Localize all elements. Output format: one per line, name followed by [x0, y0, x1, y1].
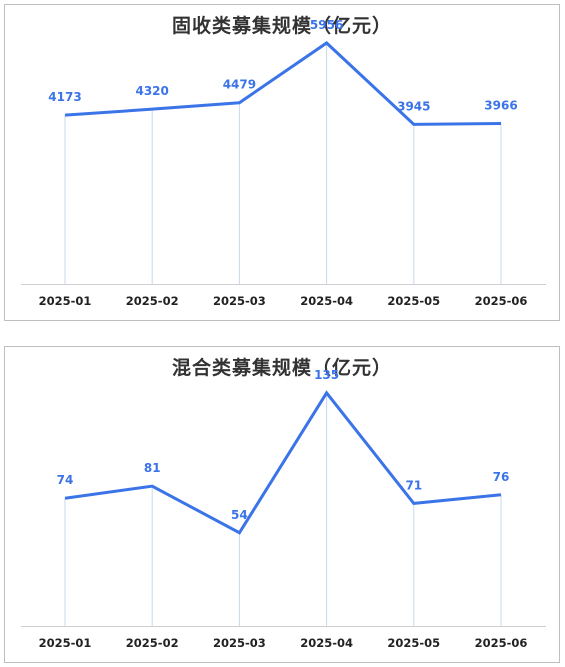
x-tick-label: 2025-01 — [39, 294, 92, 308]
x-tick-label: 2025-02 — [126, 294, 179, 308]
chart-mixed: 混合类募集规模（亿元） 74 81 54 135 71 76 2025-01 2025-02 20… — [21, 356, 546, 650]
x-tick-label: 2025-01 — [39, 636, 92, 650]
chart-title: 固收类募集规模（亿元） — [172, 14, 392, 37]
chart-panel-mixed: 混合类募集规模（亿元） 74 81 54 135 71 76 2025-01 2025-02 20… — [4, 346, 560, 663]
data-label: 74 — [57, 473, 74, 487]
x-tick-label: 2025-06 — [475, 294, 528, 308]
x-tick-label: 2025-06 — [475, 636, 528, 650]
data-label: 4320 — [135, 84, 168, 98]
chart-title: 混合类募集规模（亿元） — [172, 356, 392, 379]
data-label: 54 — [231, 508, 248, 522]
data-label: 4479 — [223, 78, 256, 92]
x-tick-label: 2025-04 — [300, 636, 353, 650]
data-label: 3945 — [397, 99, 430, 113]
chart-fixed-income: 固收类募集规模（亿元） 4173 4320 4479 5956 3945 3966 2025-… — [21, 14, 546, 308]
data-label: 3966 — [484, 99, 517, 113]
x-tick-label: 2025-04 — [300, 294, 353, 308]
data-label: 71 — [405, 478, 422, 492]
x-tick-label: 2025-03 — [213, 294, 266, 308]
x-tick-label: 2025-03 — [213, 636, 266, 650]
data-label: 5956 — [310, 18, 343, 32]
series-line — [64, 41, 502, 126]
x-tick-label: 2025-05 — [387, 294, 440, 308]
x-tick-label: 2025-02 — [126, 636, 179, 650]
series-line — [64, 390, 502, 535]
data-label: 81 — [144, 461, 161, 475]
x-tick-label: 2025-05 — [387, 636, 440, 650]
chart-panel-fixed-income: 固收类募集规模（亿元） 4173 4320 4479 5956 3945 3966 2025-… — [4, 4, 560, 321]
data-label: 135 — [314, 368, 339, 382]
data-label: 76 — [493, 470, 510, 484]
data-label: 4173 — [48, 90, 81, 104]
